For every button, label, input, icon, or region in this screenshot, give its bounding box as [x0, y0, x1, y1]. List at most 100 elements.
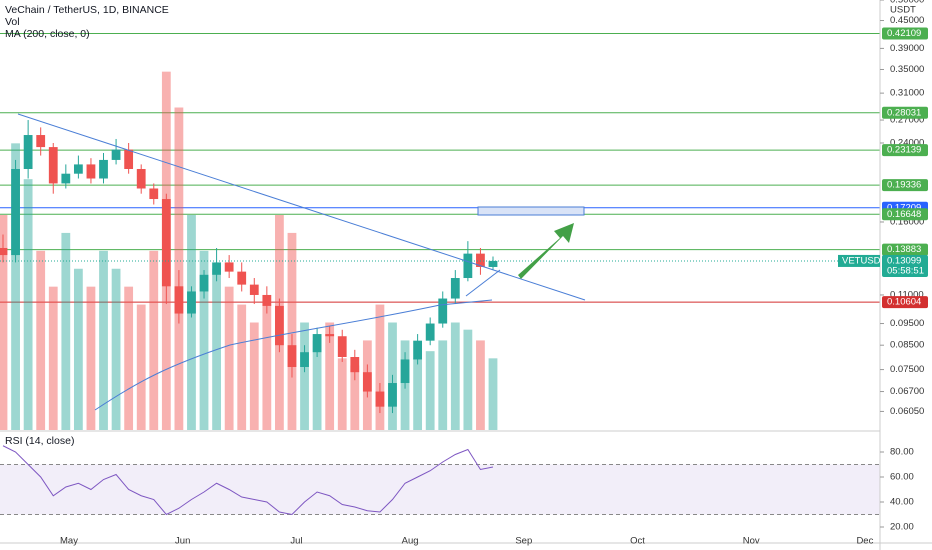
- y-tick-label: 0.06700: [890, 386, 924, 397]
- candle-body: [0, 247, 8, 256]
- volume-bar: [312, 340, 322, 430]
- candle-body: [86, 164, 96, 179]
- volume-bar: [199, 250, 209, 430]
- candle-body: [350, 357, 360, 373]
- x-tick-label: Jul: [290, 536, 302, 547]
- candle-body: [61, 173, 71, 184]
- candle-body: [312, 334, 322, 353]
- y-tick-label: 0.16000: [890, 216, 924, 227]
- candle-body: [249, 284, 259, 295]
- candle-body: [212, 262, 221, 275]
- target-box: [477, 206, 585, 216]
- y-tick-label: 0.09500: [890, 318, 924, 329]
- volume-bar: [476, 340, 485, 430]
- symbol-tag: [838, 254, 880, 267]
- trend-line: [17, 113, 586, 301]
- x-tick-label: Nov: [743, 536, 760, 547]
- volume-bar: [450, 322, 460, 430]
- candle-body: [375, 391, 385, 407]
- candle-body: [300, 352, 309, 367]
- candle-body: [275, 305, 284, 346]
- volume-bar: [36, 250, 46, 430]
- volume-bar: [287, 232, 297, 430]
- candle-body: [11, 168, 20, 256]
- volume-bar: [224, 286, 234, 430]
- volume-bar: [86, 286, 96, 430]
- rsi-tick-label: 40.00: [890, 497, 914, 508]
- candle-body: [99, 159, 108, 179]
- rsi-tick-label: 80.00: [890, 447, 914, 458]
- rsi-line: [2, 445, 494, 516]
- y-tick-label: 0.35000: [890, 64, 924, 75]
- level-label: 0.23139: [887, 145, 921, 156]
- volume-bar: [325, 322, 335, 430]
- candle-body: [476, 253, 485, 267]
- candle-body: [149, 188, 159, 200]
- x-tick-label: Dec: [856, 536, 873, 547]
- ma-line: [94, 299, 493, 411]
- level-tag: [882, 106, 928, 119]
- y-unit: USDT: [890, 5, 916, 16]
- level-tag: [882, 243, 928, 256]
- candle-body: [337, 336, 347, 358]
- level-tag: [882, 144, 928, 157]
- candle-body: [174, 286, 184, 314]
- candle-body: [325, 334, 335, 337]
- level-tag: [882, 296, 928, 309]
- level-tag: [882, 27, 928, 40]
- candle-body: [23, 135, 33, 169]
- candle-body: [388, 383, 397, 407]
- x-tick-label: May: [60, 536, 78, 547]
- y-tick-label: 0.31000: [890, 88, 924, 99]
- volume-bar: [99, 250, 108, 430]
- candle-body: [287, 345, 297, 367]
- volume-bar: [262, 304, 272, 430]
- x-tick-label: Aug: [402, 536, 419, 547]
- volume-bar: [187, 215, 196, 430]
- rsi-title: RSI (14, close): [5, 435, 74, 447]
- y-tick-label: 0.45000: [890, 15, 924, 26]
- indicator-label: Vol: [5, 16, 20, 28]
- candle-body: [425, 323, 435, 341]
- candle-body: [463, 253, 473, 279]
- volume-bar: [11, 143, 20, 431]
- volume-bar: [463, 329, 473, 430]
- candle-body: [36, 135, 46, 148]
- indicator-label: MA (200, close, 0): [5, 28, 90, 40]
- candle-body: [111, 149, 121, 160]
- candle-body: [199, 274, 209, 292]
- candle-body: [161, 199, 171, 287]
- y-tick-label: 0.07500: [890, 364, 924, 375]
- level-label: 0.16648: [887, 209, 921, 220]
- y-tick-label: 0.06050: [890, 406, 924, 417]
- candle-body: [224, 262, 234, 272]
- volume-bar: [413, 358, 423, 430]
- volume-bar: [375, 304, 385, 430]
- last-price-label: 0.13099: [887, 255, 921, 266]
- level-label: 0.42109: [887, 28, 921, 39]
- symbol-label: VETUSDT: [842, 255, 887, 266]
- volume-bar: [111, 268, 121, 430]
- volume-bar: [438, 340, 448, 430]
- candle-body: [237, 271, 247, 285]
- y-tick-label: 0.08500: [890, 340, 924, 351]
- last-price-tag: [882, 254, 928, 277]
- rsi-band: [0, 464, 880, 515]
- candle-body: [438, 298, 448, 324]
- support-line: [465, 269, 501, 297]
- chart-title: VeChain / TetherUS, 1D, BINANCE: [5, 4, 169, 16]
- level-label: 0.10604: [887, 297, 921, 308]
- y-tick-label: 0.50000: [890, 0, 924, 6]
- volume-bar: [237, 304, 247, 430]
- level-label: 0.28031: [887, 107, 921, 118]
- x-tick-label: Jun: [175, 536, 190, 547]
- volume-bar: [136, 304, 146, 430]
- volume-bar: [300, 322, 309, 430]
- level-label: 0.13883: [887, 244, 921, 255]
- candle-body: [450, 278, 460, 299]
- y-tick-label: 0.27000: [890, 115, 924, 126]
- level-tag: [882, 179, 928, 192]
- countdown: 05:58:51: [887, 265, 924, 276]
- plot: [0, 32, 880, 516]
- y-tick-label: 0.39000: [890, 43, 924, 54]
